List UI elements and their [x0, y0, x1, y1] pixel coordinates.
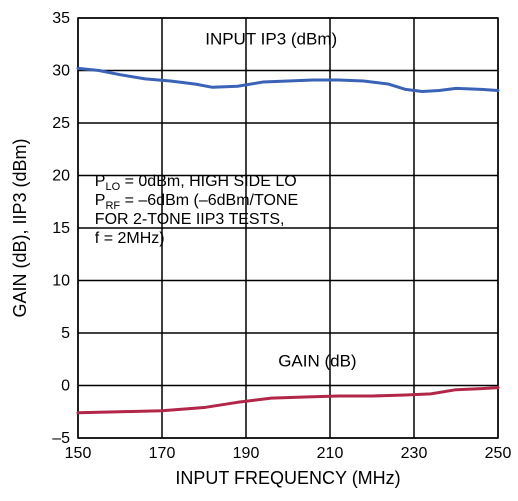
x-tick-label: 150: [65, 445, 92, 462]
y-tick-label: 20: [52, 168, 70, 185]
y-tick-label: 25: [52, 115, 70, 132]
y-tick-label: 35: [52, 10, 70, 27]
y-tick-label: 15: [52, 220, 70, 237]
annotation-line: f = 2MHz): [95, 230, 165, 247]
y-tick-label: 5: [61, 325, 70, 342]
x-tick-label: 170: [149, 445, 176, 462]
x-tick-label: 250: [485, 445, 512, 462]
line-chart: 150 170 190 210 230 250 –5 0 5 10 15 20 25 30 35 INPUT …: [0, 0, 518, 501]
x-tick-label: 190: [233, 445, 260, 462]
x-tick-label: 210: [317, 445, 344, 462]
chart-container: 150 170 190 210 230 250 –5 0 5 10 15 20 25 30 35 INPUT …: [0, 0, 518, 501]
y-tick-label: 10: [52, 273, 70, 290]
x-axis-title: INPUT FREQUENCY (MHz): [175, 468, 400, 488]
series-label-iip3: INPUT IP3 (dBm): [205, 29, 337, 48]
y-tick-label: 0: [61, 378, 70, 395]
series-label-gain: GAIN (dB): [278, 352, 356, 371]
x-tick-label: 230: [401, 445, 428, 462]
y-axis-title: GAIN (dB), IIP3 (dBm): [10, 138, 30, 317]
y-tick-label: –5: [52, 430, 70, 447]
annotation-line: FOR 2-TONE IIP3 TESTS,: [95, 211, 285, 228]
y-tick-label: 30: [52, 63, 70, 80]
